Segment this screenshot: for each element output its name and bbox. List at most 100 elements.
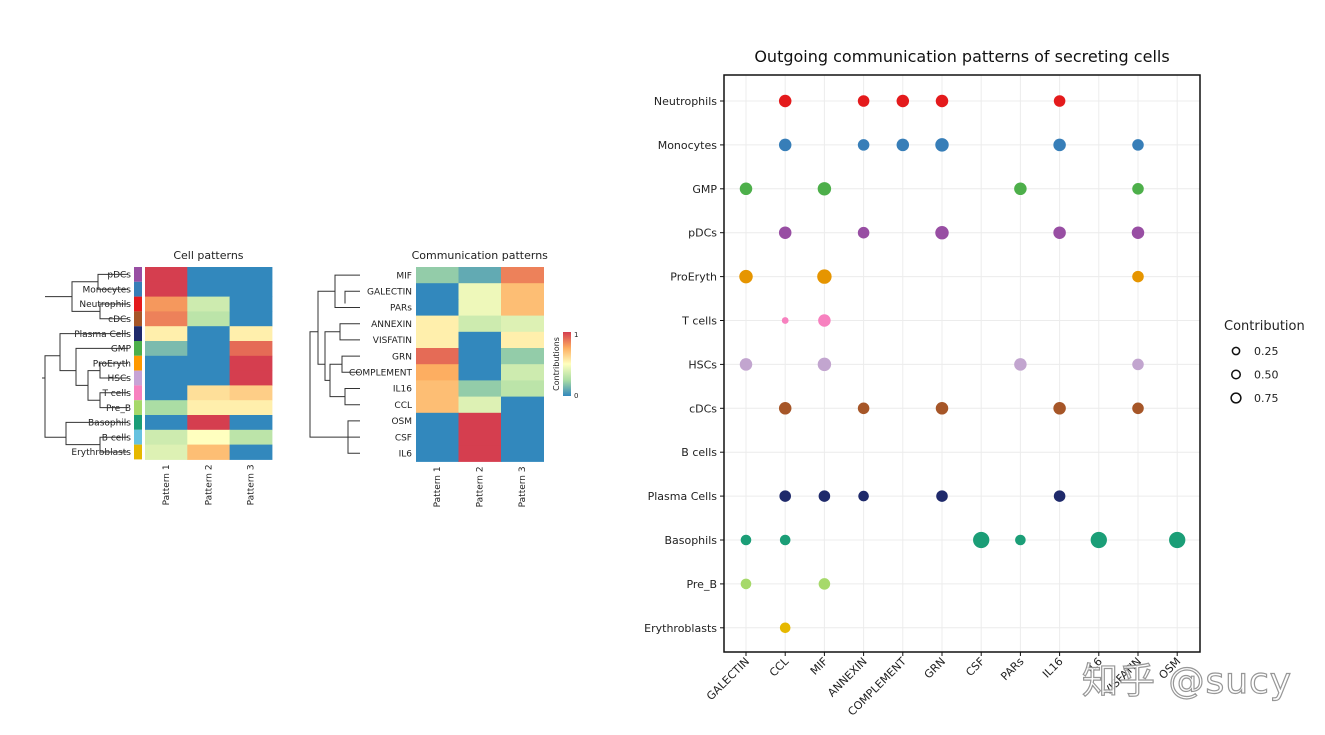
dot-plasma-cells [936, 490, 948, 502]
row-label: HSCs [108, 374, 132, 384]
row-label: Basophils [88, 419, 131, 429]
heatmap-cell [145, 281, 188, 298]
column-label: Pattern 3 [518, 466, 528, 507]
heatmap-cell [416, 412, 459, 430]
row-label: Neutrophils [79, 300, 131, 310]
heatmap-cell [229, 281, 273, 298]
heatmap-cell [416, 429, 459, 446]
heatmap-cell [229, 385, 273, 401]
heatmap-cell [145, 341, 188, 357]
legend-size-marker [1231, 346, 1241, 356]
heatmap-cell [187, 429, 231, 446]
dot-neutrophils [935, 94, 949, 108]
heatmap-cell [501, 364, 544, 381]
row-label: MIF [396, 271, 412, 281]
dot-pdcs [1131, 226, 1145, 239]
row-label: ProEryth [93, 359, 131, 369]
dot-pdcs [857, 226, 870, 239]
dot-cdcs [1132, 402, 1144, 415]
legend-size-marker [1231, 369, 1241, 380]
y-tick-label: Basophils [664, 534, 717, 547]
row-label: T cells [101, 389, 131, 399]
row-label: GMP [111, 345, 132, 355]
heatmap-cell [229, 415, 273, 431]
y-tick-label: Plasma Cells [648, 490, 718, 503]
heatmap-cell [145, 370, 188, 386]
dot-basophils [973, 531, 990, 549]
heatmap-cell [229, 341, 273, 357]
heatmap-cell [458, 267, 502, 284]
y-tick-label: HSCs [688, 358, 717, 371]
dot-erythroblasts [779, 622, 791, 634]
dot-gmp [1014, 182, 1027, 196]
dot-monocytes [1053, 138, 1066, 152]
dot-plasma-cells [858, 490, 869, 502]
heatmap-cell [229, 429, 273, 446]
x-tick-label: GRN [922, 655, 948, 681]
heatmap-cell [501, 396, 544, 414]
heatmap-cell [416, 364, 459, 381]
dot-gmp [739, 182, 753, 196]
row-color-bar [134, 429, 142, 445]
row-label: GALECTIN [367, 288, 412, 298]
heatmap-cell [229, 267, 273, 283]
row-label: Erythroblasts [71, 448, 131, 458]
dot-neutrophils [896, 94, 910, 108]
heatmap-cell [229, 326, 273, 342]
row-label: IL6 [399, 450, 413, 460]
row-label: IL16 [393, 385, 412, 395]
dot-gmp [817, 182, 832, 196]
dot-pdcs [935, 225, 949, 240]
row-label: cDCs [108, 315, 131, 325]
heatmap-cell [458, 315, 502, 333]
heatmap-cell [145, 311, 188, 327]
row-color-bar [134, 370, 142, 386]
heatmap-cell [145, 296, 188, 312]
heatmap-cell [145, 415, 188, 431]
row-label: ANNEXIN [371, 320, 412, 330]
row-label: COMPLEMENT [349, 369, 412, 379]
row-label: VISFATIN [373, 336, 412, 346]
cell-patterns-heatmap: Cell patterns pDCs Monocytes Neutrophils cDC… [42, 249, 273, 505]
dot-hscs [739, 358, 753, 371]
heatmap-cell [145, 267, 188, 283]
heatmap-cell [501, 331, 544, 349]
row-color-bar [134, 415, 142, 430]
heatmap-cell [187, 415, 231, 431]
heatmap-cell [501, 283, 544, 300]
dot-pre_b [740, 578, 752, 590]
dot-hscs [1014, 358, 1027, 371]
heatmap-cell [458, 331, 502, 349]
row-color-bar [134, 400, 142, 415]
heatmap-cell [145, 429, 188, 446]
heatmap-cell [458, 283, 502, 300]
heatmap-cell [145, 355, 188, 372]
legend-title: Contribution [1224, 319, 1305, 334]
heatmap-cell [145, 385, 188, 401]
heatmap-cell [187, 281, 231, 298]
row-color-bar [134, 385, 142, 401]
heatmap-cell [501, 267, 544, 284]
row-label: Plasma Cells [74, 330, 131, 340]
dot-proeryth [1132, 270, 1144, 283]
heatmap-cell [229, 444, 273, 460]
heatmap-cell [416, 283, 459, 300]
legend-size-marker [1230, 392, 1242, 404]
dot-monocytes [857, 139, 870, 151]
heatmap-cell [187, 400, 231, 416]
heatmap-cell [416, 445, 459, 462]
heatmap-cell [229, 370, 273, 386]
heatmap-cell [416, 331, 459, 349]
dotplot-title: Outgoing communication patterns of secre… [754, 47, 1169, 66]
row-label: OSM [391, 417, 412, 427]
y-tick-label: Monocytes [658, 139, 718, 152]
heatmap-cell [416, 396, 459, 414]
dot-proeryth [817, 269, 832, 284]
heatmap-cell [501, 412, 544, 430]
heatmap-cell [458, 348, 502, 365]
heatmap-cell [416, 299, 459, 317]
dot-gmp [1132, 183, 1144, 195]
dot-hscs [1132, 358, 1144, 371]
